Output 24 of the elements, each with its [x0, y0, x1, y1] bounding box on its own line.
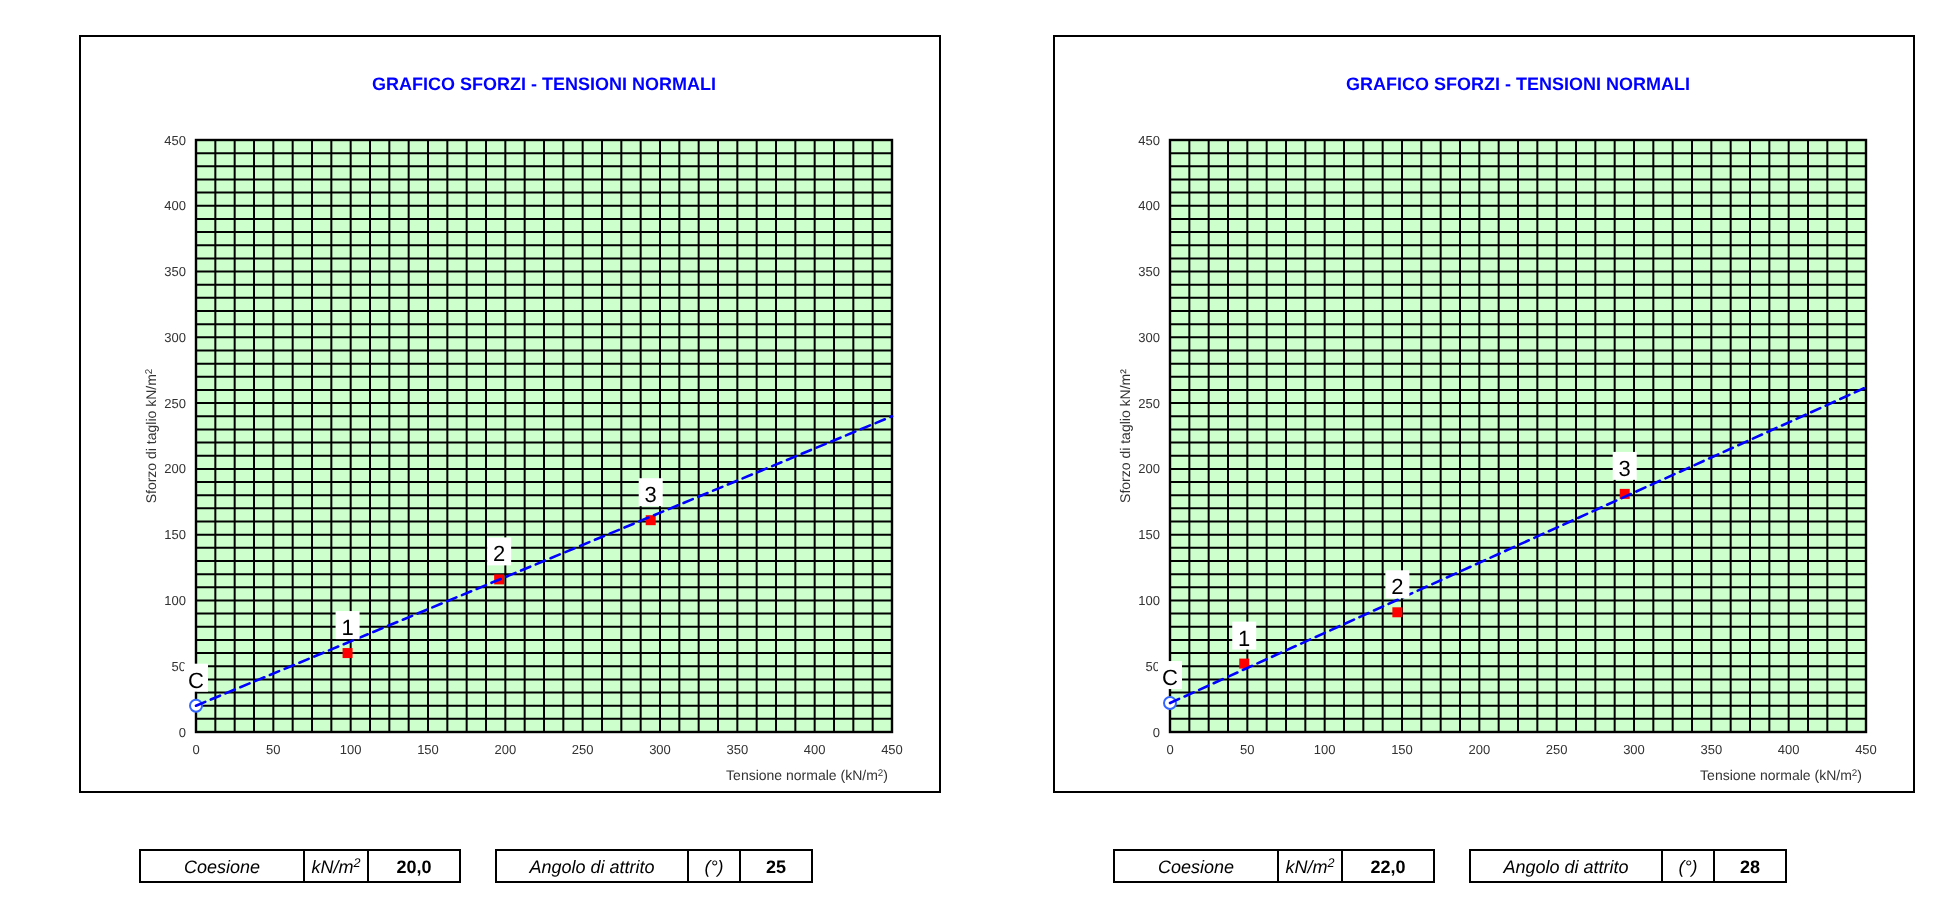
chart-title: GRAFICO SFORZI - TENSIONI NORMALI [372, 74, 716, 94]
text: (°) [1678, 857, 1698, 877]
annotation: 2 [1391, 576, 1404, 601]
annotation: 3 [1618, 457, 1631, 482]
text: 22,0 [1370, 857, 1406, 877]
text: Coesione [1157, 857, 1235, 877]
annotation: C [188, 669, 205, 694]
text: Coesione [183, 857, 261, 877]
annotation: 1 [1238, 627, 1251, 652]
annotation: C [1162, 667, 1179, 692]
annotation: 3 [644, 484, 657, 509]
text: (°) [704, 857, 724, 877]
chart-title: GRAFICO SFORZI - TENSIONI NORMALI [1346, 74, 1690, 94]
text: Angolo di attrito [1501, 857, 1629, 877]
text: 20,0 [396, 857, 432, 877]
text: kN/m$^{2}$ [311, 856, 362, 877]
text: kN/m$^{2}$ [1285, 856, 1336, 877]
text: 25 [765, 857, 787, 877]
point [342, 648, 353, 659]
text: Angolo di attrito [527, 857, 655, 877]
annotation: 1 [341, 617, 354, 642]
text: 28 [1739, 857, 1761, 877]
annotation: 2 [493, 543, 506, 568]
point [1392, 607, 1403, 618]
